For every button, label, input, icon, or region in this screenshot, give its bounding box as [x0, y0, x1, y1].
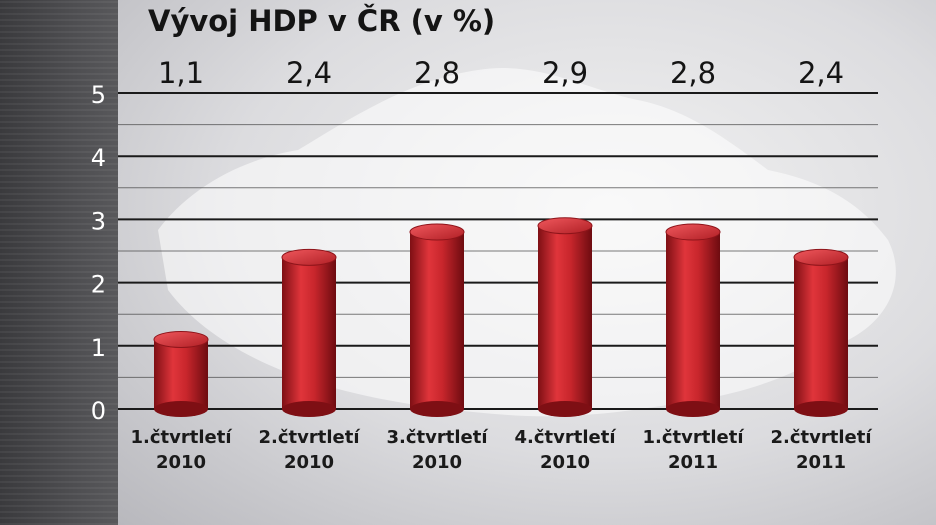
x-tick-label-quarter: 2.čtvrtletí — [770, 427, 872, 448]
bar-body — [282, 257, 336, 409]
x-tick-label-quarter: 2.čtvrtletí — [258, 427, 360, 448]
value-label: 2,4 — [798, 56, 844, 90]
bar-base — [538, 401, 592, 417]
y-tick-label: 2 — [91, 271, 106, 299]
x-tick-label-quarter: 4.čtvrtletí — [514, 427, 616, 448]
x-tick-label-year: 2010 — [540, 452, 590, 473]
value-label: 2,4 — [286, 56, 332, 90]
x-tick-label-year: 2010 — [284, 452, 334, 473]
bar-body — [154, 339, 208, 409]
bar-top — [537, 217, 593, 235]
y-tick-label: 5 — [91, 81, 106, 109]
left-panel — [0, 0, 118, 525]
bar-5 — [665, 223, 721, 417]
bar-body — [666, 232, 720, 409]
y-tick-label: 0 — [91, 397, 106, 425]
y-tick-label: 1 — [91, 334, 106, 362]
bar-body — [794, 257, 848, 409]
bar-base — [282, 401, 336, 417]
bar-base — [410, 401, 464, 417]
chart-title: Vývoj HDP v ČR (v %) — [148, 4, 496, 38]
x-tick-label-quarter: 1.čtvrtletí — [130, 427, 232, 448]
bar-top — [793, 248, 849, 266]
bar-1 — [153, 330, 209, 417]
bar-4 — [537, 217, 593, 417]
bar-top — [281, 248, 337, 266]
x-tick-label-year: 2010 — [156, 452, 206, 473]
bar-2 — [281, 248, 337, 417]
bar-body — [538, 225, 592, 409]
value-label: 2,8 — [670, 56, 716, 90]
bar-body — [410, 232, 464, 409]
x-tick-label-quarter: 1.čtvrtletí — [642, 427, 744, 448]
y-tick-label: 3 — [91, 207, 106, 235]
y-tick-label: 4 — [91, 144, 106, 172]
bar-base — [666, 401, 720, 417]
x-tick-label-year: 2010 — [412, 452, 462, 473]
value-label: 1,1 — [158, 56, 204, 90]
x-tick-label-year: 2011 — [668, 452, 718, 473]
bar-top — [409, 223, 465, 241]
bar-base — [154, 401, 208, 417]
left-panel-texture — [0, 0, 118, 525]
bar-base — [794, 401, 848, 417]
bar-top — [153, 330, 209, 348]
x-tick-label-year: 2011 — [796, 452, 846, 473]
x-tick-label-quarter: 3.čtvrtletí — [386, 427, 488, 448]
value-label: 2,9 — [542, 56, 588, 90]
bar-top — [665, 223, 721, 241]
bar-6 — [793, 248, 849, 417]
bar-3 — [409, 223, 465, 417]
value-label: 2,8 — [414, 56, 460, 90]
